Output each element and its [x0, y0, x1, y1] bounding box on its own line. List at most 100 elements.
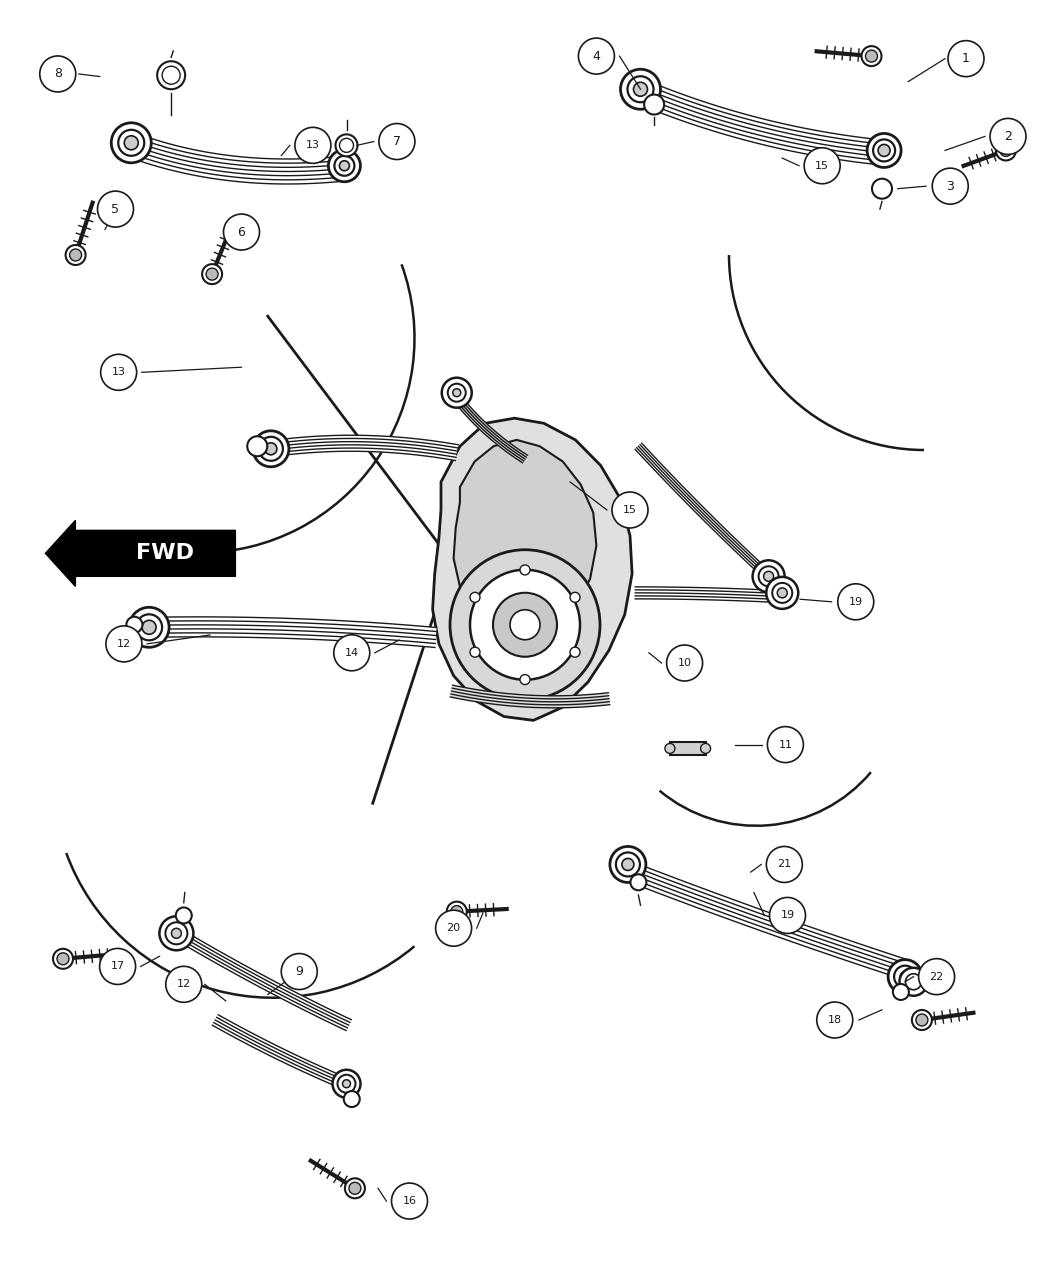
Circle shape	[247, 436, 268, 456]
Circle shape	[911, 1010, 932, 1030]
Circle shape	[768, 727, 803, 762]
Polygon shape	[173, 928, 351, 1030]
Circle shape	[333, 1070, 360, 1098]
Polygon shape	[630, 78, 888, 166]
Circle shape	[329, 149, 360, 182]
Circle shape	[450, 550, 600, 700]
Circle shape	[450, 905, 463, 918]
Circle shape	[700, 743, 711, 754]
Circle shape	[510, 609, 540, 640]
Circle shape	[758, 566, 779, 586]
Circle shape	[52, 949, 74, 969]
Circle shape	[579, 38, 614, 74]
Circle shape	[1000, 144, 1012, 157]
Circle shape	[98, 191, 133, 227]
Text: 15: 15	[815, 161, 830, 171]
Circle shape	[874, 139, 895, 162]
Circle shape	[892, 984, 909, 1000]
Circle shape	[610, 847, 646, 882]
Circle shape	[766, 847, 802, 882]
Circle shape	[520, 565, 530, 575]
Text: 10: 10	[677, 658, 692, 668]
Polygon shape	[454, 395, 527, 463]
Circle shape	[766, 576, 798, 609]
Circle shape	[142, 621, 156, 634]
Circle shape	[166, 922, 187, 945]
Circle shape	[570, 593, 580, 602]
Circle shape	[867, 134, 901, 167]
Circle shape	[69, 249, 82, 261]
Circle shape	[494, 593, 556, 657]
Circle shape	[111, 122, 151, 163]
Circle shape	[470, 570, 580, 680]
Circle shape	[948, 41, 984, 76]
Circle shape	[453, 389, 461, 397]
Polygon shape	[635, 586, 782, 603]
Circle shape	[932, 168, 968, 204]
Circle shape	[621, 69, 660, 110]
Circle shape	[337, 1075, 356, 1093]
Circle shape	[57, 952, 69, 965]
Text: 18: 18	[827, 1015, 842, 1025]
Circle shape	[339, 139, 354, 152]
Circle shape	[334, 156, 355, 176]
Circle shape	[379, 124, 415, 159]
Text: 12: 12	[176, 979, 191, 989]
Polygon shape	[635, 444, 772, 580]
Circle shape	[392, 1183, 427, 1219]
Polygon shape	[622, 861, 915, 980]
Circle shape	[995, 140, 1016, 161]
Circle shape	[865, 50, 878, 62]
Text: 8: 8	[54, 68, 62, 80]
Circle shape	[665, 743, 675, 754]
Circle shape	[202, 264, 223, 284]
Circle shape	[905, 974, 922, 989]
Circle shape	[753, 560, 784, 593]
Circle shape	[224, 214, 259, 250]
Text: FWD: FWD	[136, 543, 194, 564]
Circle shape	[616, 853, 639, 876]
Circle shape	[253, 431, 289, 467]
Text: 19: 19	[780, 910, 795, 921]
Circle shape	[644, 94, 665, 115]
Text: 19: 19	[848, 597, 863, 607]
Text: 21: 21	[777, 859, 792, 870]
Polygon shape	[149, 617, 437, 648]
Text: 13: 13	[306, 140, 320, 150]
Text: 13: 13	[111, 367, 126, 377]
Circle shape	[838, 584, 874, 620]
Circle shape	[119, 130, 144, 156]
Circle shape	[612, 492, 648, 528]
Text: 5: 5	[111, 203, 120, 215]
Text: 22: 22	[929, 972, 944, 982]
Circle shape	[520, 674, 530, 685]
Circle shape	[336, 134, 357, 157]
Circle shape	[339, 161, 350, 171]
Text: 4: 4	[592, 50, 601, 62]
Circle shape	[470, 648, 480, 657]
Circle shape	[206, 268, 218, 280]
Circle shape	[770, 898, 805, 933]
Circle shape	[100, 949, 135, 984]
Text: 12: 12	[117, 639, 131, 649]
Polygon shape	[45, 520, 235, 586]
Circle shape	[436, 910, 471, 946]
Polygon shape	[450, 685, 610, 708]
Circle shape	[777, 588, 788, 598]
Circle shape	[281, 954, 317, 989]
Circle shape	[878, 144, 890, 157]
Circle shape	[622, 858, 634, 871]
Circle shape	[447, 384, 466, 402]
Text: 20: 20	[446, 923, 461, 933]
Circle shape	[175, 908, 192, 923]
Circle shape	[129, 607, 169, 648]
Circle shape	[570, 648, 580, 657]
Circle shape	[158, 61, 185, 89]
Circle shape	[295, 128, 331, 163]
Circle shape	[895, 965, 916, 988]
Circle shape	[763, 571, 774, 581]
Text: 17: 17	[110, 961, 125, 972]
Circle shape	[265, 442, 277, 455]
Text: 14: 14	[344, 648, 359, 658]
Circle shape	[160, 917, 193, 950]
